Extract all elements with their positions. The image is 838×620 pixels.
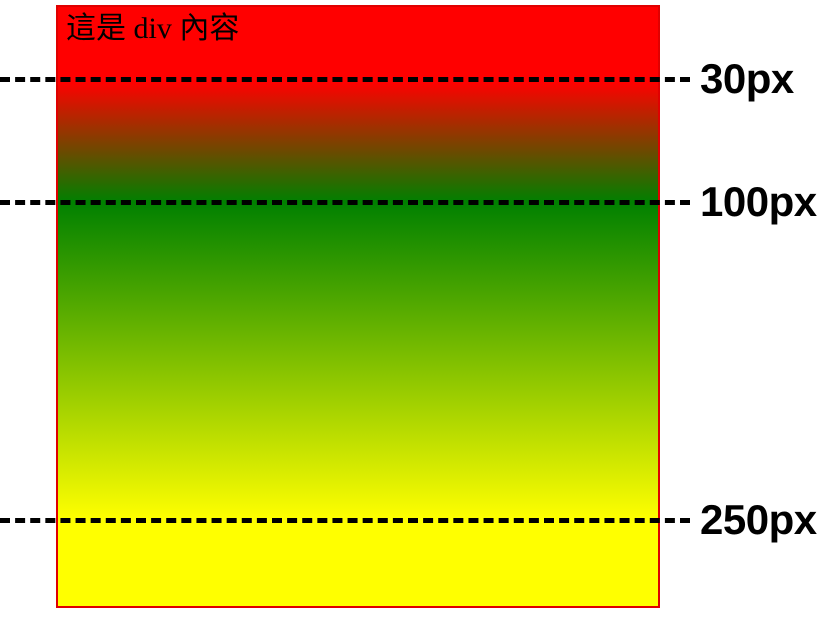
div-content-text: 這是 div 內容 — [66, 12, 240, 45]
guide-line-30px — [0, 77, 690, 82]
gradient-div-box: 這是 div 內容 — [56, 5, 660, 608]
guide-line-100px — [0, 200, 690, 205]
guide-label-100px: 100px — [700, 178, 817, 225]
guide-label-250px: 250px — [700, 496, 817, 543]
guide-line-250px — [0, 518, 690, 523]
guide-label-30px: 30px — [700, 55, 794, 102]
